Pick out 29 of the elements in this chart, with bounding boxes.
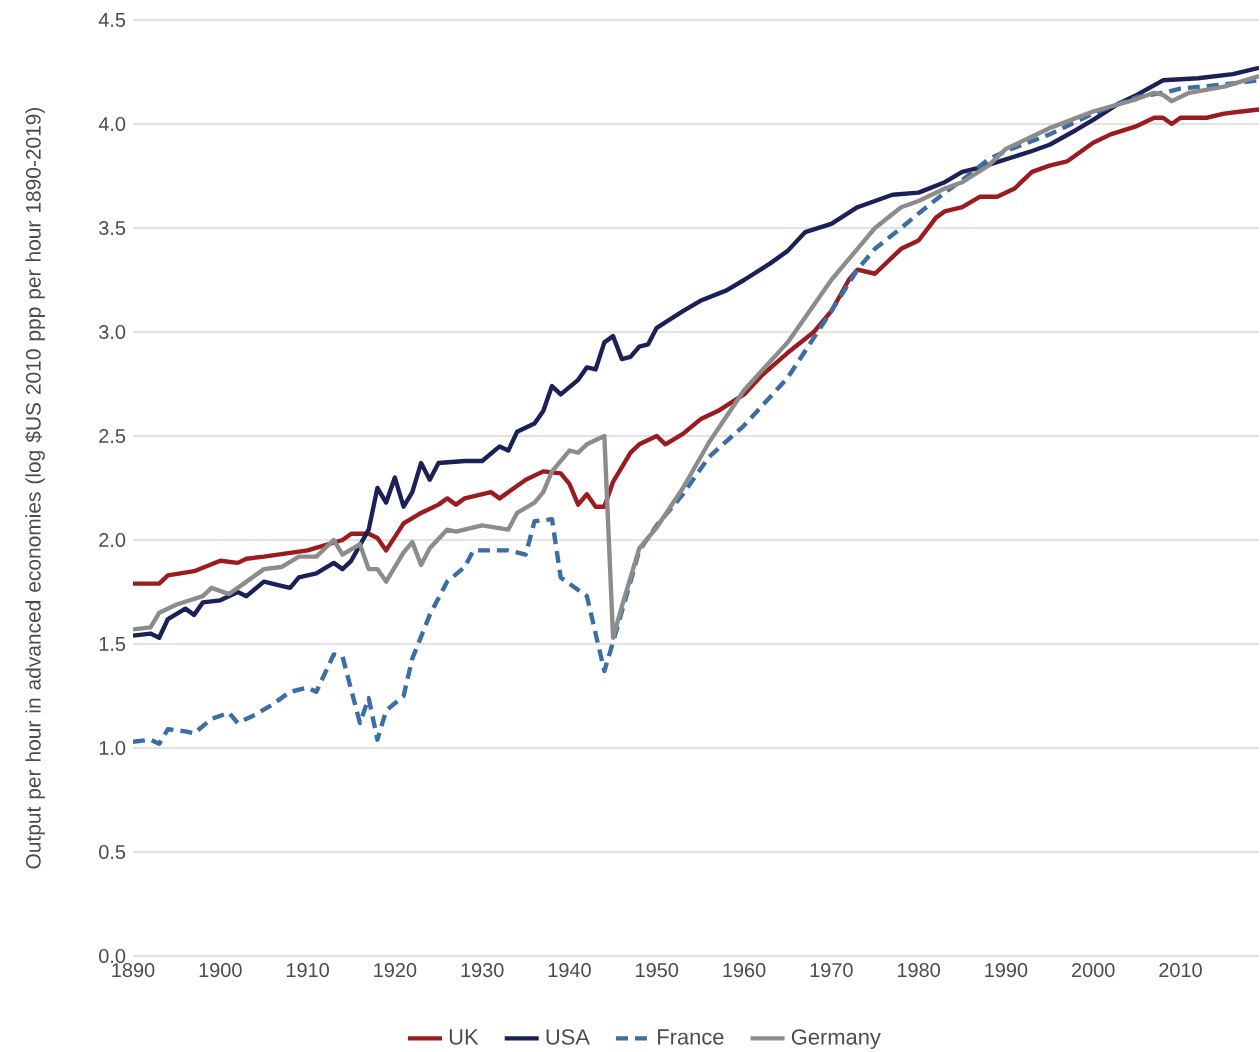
x-tick-label: 1890 (112, 963, 155, 978)
y-tick-label: 2.5 (99, 428, 126, 444)
x-tick-label: 1930 (461, 963, 504, 978)
x-tick-label: 1990 (985, 963, 1028, 978)
x-tick-label: 1910 (286, 963, 329, 978)
y-tick-label: 4.5 (98, 13, 126, 27)
y-tick-label: 1.5 (99, 637, 126, 651)
x-tick-label: 1960 (723, 963, 766, 978)
y-tick-label: 1.0 (99, 740, 126, 756)
y-tick-label: 0.5 (99, 844, 126, 860)
x-tick-label: 2000 (1072, 963, 1115, 978)
x-tick-label: 1950 (636, 963, 679, 978)
x-tick-label: 1980 (897, 963, 940, 978)
y-tick-label: 2.0 (99, 532, 126, 548)
x-tick-label: 2010 (1159, 963, 1202, 978)
legend-label: USA (546, 1029, 590, 1045)
x-tick-label: 1900 (199, 963, 242, 978)
y-tick-label: 3.5 (99, 220, 126, 236)
legend-label: France (658, 1029, 724, 1045)
x-tick-label: 1920 (374, 963, 417, 978)
y-axis-title: Output per hour in advanced economies (log $US 2010 ppp per hour 1890-2019) (25, 107, 45, 869)
line-series (133, 107, 1260, 586)
x-tick-label: 1970 (810, 963, 853, 978)
legend-label: UK (449, 1029, 479, 1045)
legend-label: Germany (791, 1029, 881, 1050)
y-tick-label: 0.0 (99, 948, 126, 964)
y-tick-label: 4.0 (98, 116, 126, 132)
y-tick-label: 3.0 (99, 324, 126, 340)
x-tick-label: 1940 (548, 963, 591, 978)
